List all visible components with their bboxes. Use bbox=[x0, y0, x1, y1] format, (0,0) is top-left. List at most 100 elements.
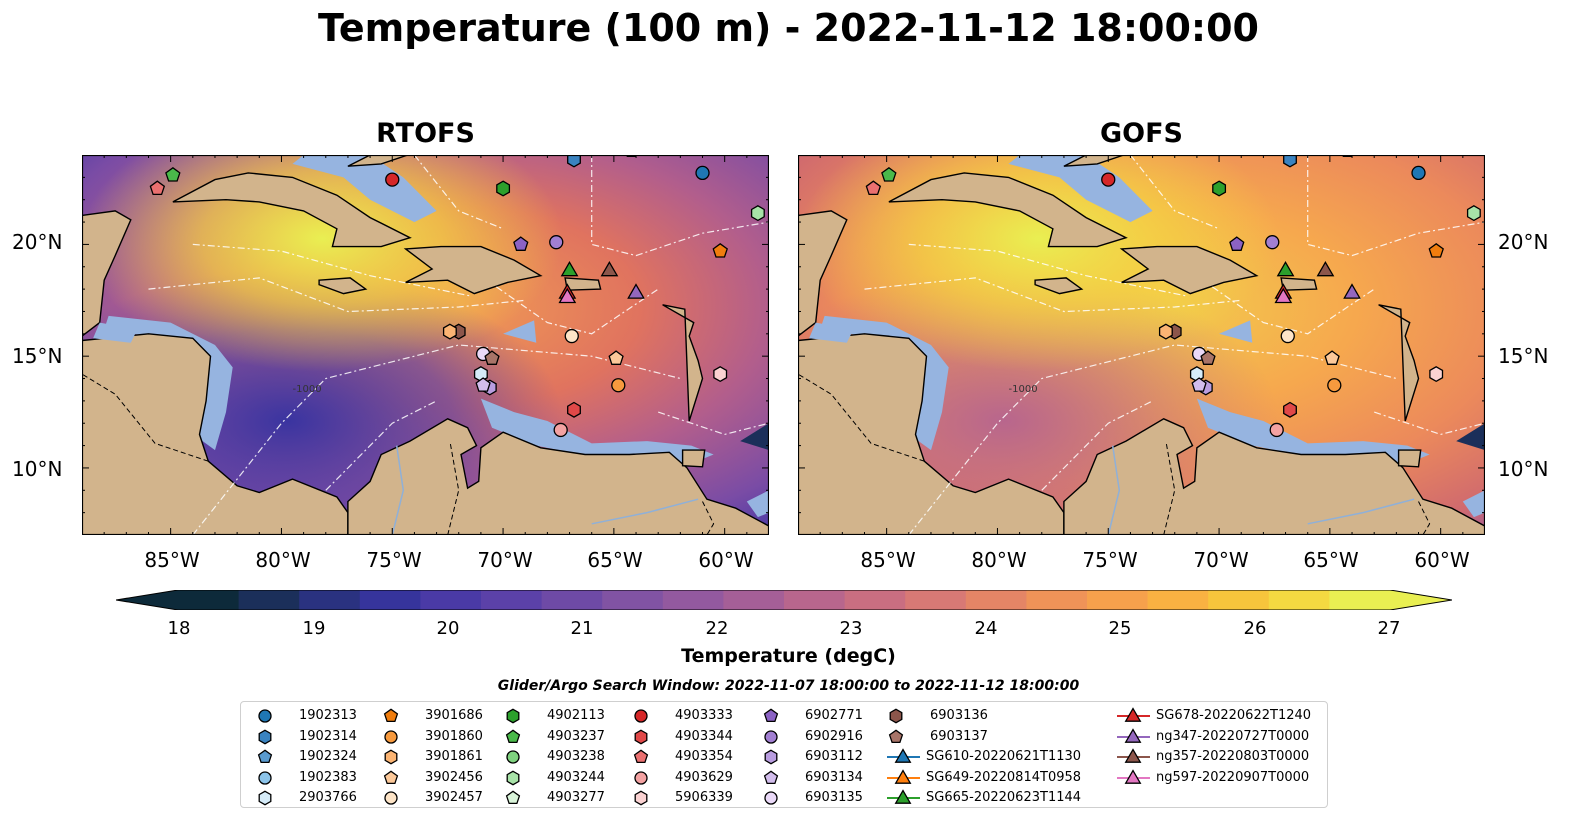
legend-marker-shape bbox=[764, 729, 778, 744]
land-yucatan bbox=[82, 155, 132, 337]
colorbar-tick-19: 19 bbox=[302, 618, 326, 639]
legend-marker bbox=[764, 749, 778, 765]
colorbar-tick-27: 27 bbox=[1377, 618, 1401, 639]
legend-marker bbox=[506, 750, 520, 764]
lon-label-rtofs-80w: 80°W bbox=[255, 548, 311, 572]
legend-item: 3901861 bbox=[381, 747, 593, 767]
land-trinidad bbox=[681, 449, 706, 468]
obs-ng347-20220727T0000 bbox=[627, 283, 645, 299]
legend-marker-shape bbox=[894, 768, 912, 784]
legend-marker bbox=[634, 790, 648, 806]
legend-marker bbox=[1117, 727, 1150, 743]
legend-marker bbox=[764, 791, 778, 805]
legend-marker bbox=[384, 749, 398, 765]
rtofs-map[interactable]: -1000 bbox=[82, 155, 769, 535]
land-lesser-antilles bbox=[1378, 304, 1420, 422]
legend-label: 4903237 bbox=[547, 728, 605, 744]
legend-item: 6902771 bbox=[761, 706, 973, 726]
legend-label: 6903112 bbox=[805, 749, 863, 764]
legend-marker bbox=[505, 790, 521, 805]
shallow-shelf bbox=[1462, 490, 1485, 518]
legend-item: 6903136 bbox=[886, 706, 1098, 726]
land-cuba bbox=[172, 172, 412, 248]
colorbar-tick-26: 26 bbox=[1243, 618, 1267, 639]
legend-item: SG678-20220622T1240 bbox=[1116, 706, 1342, 726]
legend-marker bbox=[633, 749, 649, 764]
obs-SG665-20220623T1144 bbox=[1276, 261, 1295, 277]
lat-label-right-15: 15°N bbox=[1498, 344, 1549, 368]
legend-label: 4902113 bbox=[547, 708, 605, 723]
land-jamaica bbox=[1034, 277, 1084, 295]
obs-ng597-20220907T0000 bbox=[558, 287, 577, 304]
colorbar-tick-21: 21 bbox=[570, 618, 594, 639]
obs-1902313 bbox=[695, 165, 710, 181]
obs-6903137 bbox=[484, 350, 500, 365]
search-window-caption: Glider/Argo Search Window: 2022-11-07 18… bbox=[497, 678, 1080, 694]
obs-4902113 bbox=[1212, 180, 1227, 197]
legend-item: ng347-20220727T0000 bbox=[1116, 727, 1342, 747]
colorbar-segment bbox=[844, 590, 906, 610]
colorbar-tick-18: 18 bbox=[167, 618, 191, 639]
colorbar-extend-high bbox=[1390, 590, 1452, 610]
legend-item: 4903237 bbox=[503, 727, 715, 747]
legend-item: 4903629 bbox=[631, 768, 843, 788]
gofs-map[interactable]: -1000 bbox=[798, 155, 1485, 535]
legend-item: 3902457 bbox=[381, 788, 593, 808]
obs-3901860 bbox=[1327, 378, 1342, 393]
legend-marker bbox=[258, 790, 272, 806]
colorbar-segment bbox=[299, 590, 361, 610]
legend-marker bbox=[258, 770, 272, 785]
legend-label: 6902771 bbox=[805, 708, 863, 723]
legend-marker bbox=[383, 708, 399, 723]
legend-marker-shape bbox=[258, 770, 272, 785]
legend-marker-shape bbox=[506, 750, 520, 764]
legend-item: SG649-20220814T0958 bbox=[886, 768, 1112, 788]
legend-item: ng597-20220907T0000 bbox=[1116, 768, 1342, 788]
legend-marker-shape bbox=[505, 790, 521, 805]
legend-label: 3901861 bbox=[425, 749, 483, 764]
obs-6903137 bbox=[1200, 350, 1216, 365]
land-trinidad bbox=[1397, 449, 1422, 468]
legend-marker-shape bbox=[384, 729, 398, 744]
land-bahamas bbox=[1063, 155, 1125, 167]
legend-marker-shape bbox=[1124, 707, 1142, 722]
obs-4903354 bbox=[865, 180, 882, 196]
obs-4903237 bbox=[881, 166, 897, 182]
obs-4903629 bbox=[553, 422, 568, 438]
legend-marker-shape bbox=[1124, 768, 1142, 784]
obs-6902771 bbox=[1229, 236, 1245, 251]
legend-label: 4903238 bbox=[547, 749, 605, 764]
legend-marker bbox=[506, 708, 520, 724]
legend-marker-shape bbox=[634, 709, 648, 723]
colorbar-segment bbox=[784, 590, 846, 610]
colorbar-segment bbox=[602, 590, 664, 610]
shallow-shelf bbox=[292, 155, 437, 223]
legend-label: 6903136 bbox=[930, 708, 988, 723]
legend-marker-shape bbox=[258, 709, 272, 723]
land-cuba bbox=[888, 172, 1128, 248]
lon-label-gofs-85w: 85°W bbox=[860, 548, 916, 572]
legend-label: 1902324 bbox=[299, 749, 357, 764]
legend-marker bbox=[384, 791, 398, 805]
legend-marker bbox=[1117, 748, 1150, 763]
obs-3902456 bbox=[608, 350, 624, 365]
legend-marker-shape bbox=[894, 748, 912, 763]
colorbar-tick-25: 25 bbox=[1108, 618, 1132, 639]
obs-6902916 bbox=[549, 235, 564, 250]
colorbar-segment bbox=[662, 590, 724, 610]
shallow-shelf bbox=[1008, 155, 1153, 223]
lon-label-rtofs-75w: 75°W bbox=[366, 548, 422, 572]
shallow-shelf bbox=[1219, 320, 1253, 343]
obs-SG665-20220623T1144 bbox=[560, 261, 579, 277]
main-title: Temperature (100 m) - 2022-11-12 18:00:0… bbox=[317, 6, 1259, 50]
legend-item: SG610-20220621T1130 bbox=[886, 747, 1112, 767]
obs-3901861 bbox=[442, 323, 457, 340]
obs-4903244 bbox=[750, 205, 765, 222]
legend-item: 4903333 bbox=[631, 706, 843, 726]
legend-label: 6903135 bbox=[805, 790, 863, 805]
legend-item: ng357-20220803T0000 bbox=[1116, 747, 1342, 767]
lon-label-gofs-70w: 70°W bbox=[1193, 548, 1249, 572]
legend-label: 4903354 bbox=[675, 749, 733, 764]
lon-label-gofs-80w: 80°W bbox=[971, 548, 1027, 572]
contour-label: -1000 bbox=[293, 384, 322, 395]
